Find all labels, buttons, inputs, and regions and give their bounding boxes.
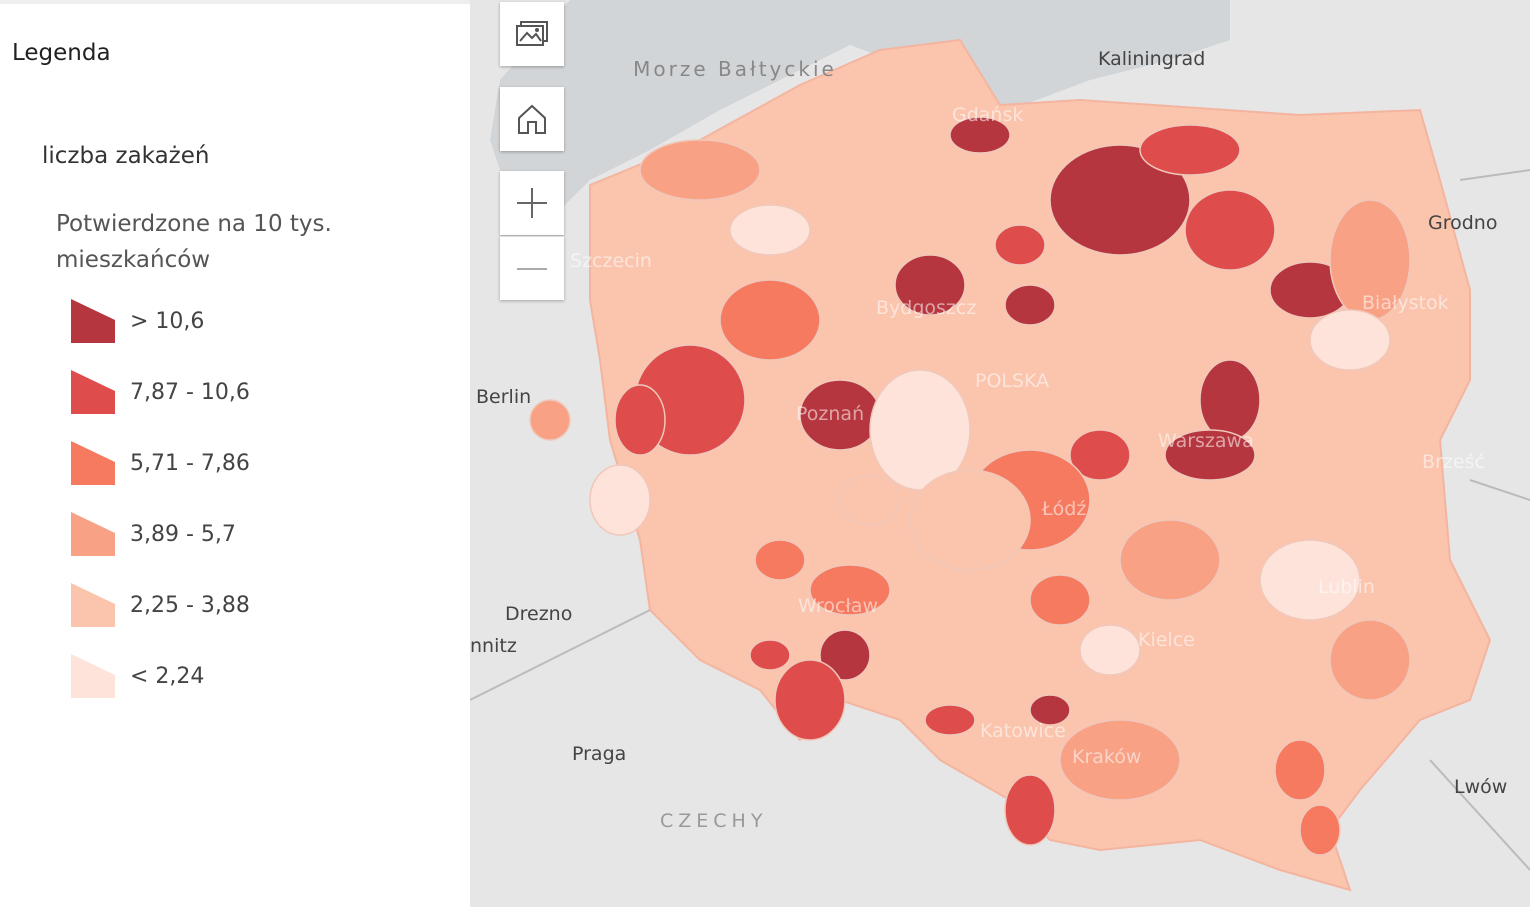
- county-region[interactable]: [1049, 144, 1191, 256]
- county-region[interactable]: [924, 704, 976, 736]
- county-region[interactable]: [1079, 624, 1141, 676]
- legend-swatch: [71, 583, 115, 627]
- legend-item: 5,71 - 7,86: [70, 440, 250, 486]
- county-region[interactable]: [1184, 189, 1276, 271]
- county-region[interactable]: [1139, 124, 1241, 176]
- map-label-chemnitz: nnitz: [470, 635, 517, 657]
- map-label-praga: Praga: [572, 743, 627, 765]
- map-label-drezno: Drezno: [505, 603, 573, 625]
- county-region[interactable]: [1164, 429, 1256, 481]
- legend-item-label: 3,89 - 5,7: [130, 521, 236, 547]
- county-region[interactable]: [1259, 539, 1361, 621]
- county-region[interactable]: [1199, 359, 1261, 441]
- home-button[interactable]: [500, 87, 564, 151]
- county-region[interactable]: [754, 539, 806, 581]
- county-region[interactable]: [749, 639, 791, 671]
- legend-item: < 2,24: [70, 653, 204, 699]
- legend-item-label: > 10,6: [130, 308, 205, 334]
- legend-item: 7,87 - 10,6: [70, 369, 250, 415]
- legend-item-label: 5,71 - 7,86: [130, 450, 250, 476]
- county-region[interactable]: [809, 564, 891, 616]
- map-label-lwow: Lwów: [1454, 776, 1508, 798]
- map-label-lodz: Łódź: [1042, 498, 1087, 520]
- zoom-in-button[interactable]: [500, 171, 564, 235]
- county-region[interactable]: [1274, 739, 1326, 801]
- map-label-lublin: Lublin: [1318, 576, 1375, 598]
- map-view[interactable]: Morze Bałtyckie Kaliningrad Gdańsk Grodno Sz…: [470, 0, 1530, 907]
- legend-swatch: [71, 441, 115, 485]
- county-region[interactable]: [614, 384, 666, 456]
- legend-item: > 10,6: [70, 298, 204, 344]
- plus-icon: [517, 188, 547, 218]
- county-region[interactable]: [1309, 309, 1391, 371]
- home-icon: [518, 104, 546, 134]
- county-region[interactable]: [819, 629, 871, 681]
- map-label-bydgoszcz: Bydgoszcz: [876, 297, 977, 319]
- map-label-polska: POLSKA: [975, 370, 1050, 392]
- zoom-out-button[interactable]: [500, 236, 564, 300]
- county-region[interactable]: [949, 116, 1011, 154]
- field-title: Potwierdzone na 10 tys. mieszkańców: [56, 211, 332, 273]
- county-region[interactable]: [869, 369, 971, 491]
- county-region[interactable]: [639, 139, 761, 201]
- map-label-warszawa: Warszawa: [1158, 430, 1254, 452]
- county-region[interactable]: [839, 474, 901, 526]
- legend-swatch: [71, 512, 115, 556]
- county-region[interactable]: [1059, 719, 1181, 801]
- map-label-brzesc: Brześć: [1422, 451, 1485, 473]
- map-label-berlin: Berlin: [476, 386, 532, 408]
- county-region[interactable]: [994, 224, 1046, 266]
- baltic-sea: [490, 0, 1230, 210]
- county-region[interactable]: [1029, 574, 1091, 626]
- legend-item-label: 7,87 - 10,6: [130, 379, 250, 405]
- legend-item-label: 2,25 - 3,88: [130, 592, 250, 618]
- map-label-wroclaw: Wrocław: [798, 595, 878, 617]
- legend-panel: Legenda liczba zakażeń Potwierdzone na 1…: [0, 0, 470, 907]
- county-region[interactable]: [729, 204, 811, 256]
- map-label-kielce: Kielce: [1138, 629, 1195, 651]
- legend-item: 2,25 - 3,88: [70, 582, 250, 628]
- basemap-gallery-button[interactable]: [500, 2, 564, 66]
- layer-title: liczba zakażeń: [42, 143, 210, 169]
- county-region[interactable]: [1299, 804, 1341, 856]
- county-region[interactable]: [589, 464, 651, 536]
- county-region[interactable]: [774, 659, 846, 741]
- country-borders: [470, 169, 1530, 871]
- legend-title: Legenda: [12, 40, 111, 66]
- map-label-kaliningrad: Kaliningrad: [1098, 48, 1206, 70]
- county-region[interactable]: [909, 469, 1031, 571]
- legend-item-label: < 2,24: [130, 663, 205, 689]
- county-region[interactable]: [1004, 284, 1056, 326]
- county-region[interactable]: [1004, 774, 1056, 846]
- map-label-gdansk: Gdańsk: [952, 104, 1024, 126]
- county-region[interactable]: [1029, 694, 1071, 726]
- basemap-gallery-icon: [516, 21, 548, 46]
- map-label-szczecin: Szczecin: [570, 250, 652, 272]
- map-label-bialystok: Białystok: [1362, 292, 1449, 314]
- map-label-katowice: Katowice: [980, 720, 1066, 742]
- county-region[interactable]: [894, 254, 966, 316]
- county-region[interactable]: [1329, 619, 1411, 701]
- map-canvas: [470, 0, 1530, 892]
- legend-item: 3,89 - 5,7: [70, 511, 236, 557]
- minus-icon: [517, 267, 547, 270]
- county-region[interactable]: [529, 399, 571, 441]
- map-label-grodno: Grodno: [1428, 212, 1498, 234]
- county-region[interactable]: [1119, 519, 1221, 601]
- legend-swatch: [71, 370, 115, 414]
- legend-swatch: [71, 299, 115, 343]
- map-label-czechy: CZECHY: [660, 810, 768, 832]
- county-region[interactable]: [1069, 429, 1131, 481]
- map-label-sea: Morze Bałtyckie: [633, 57, 837, 81]
- legend-swatch: [71, 654, 115, 698]
- map-label-krakow: Kraków: [1072, 746, 1142, 768]
- map-label-poznan: Poznań: [796, 403, 865, 425]
- county-region[interactable]: [719, 279, 821, 361]
